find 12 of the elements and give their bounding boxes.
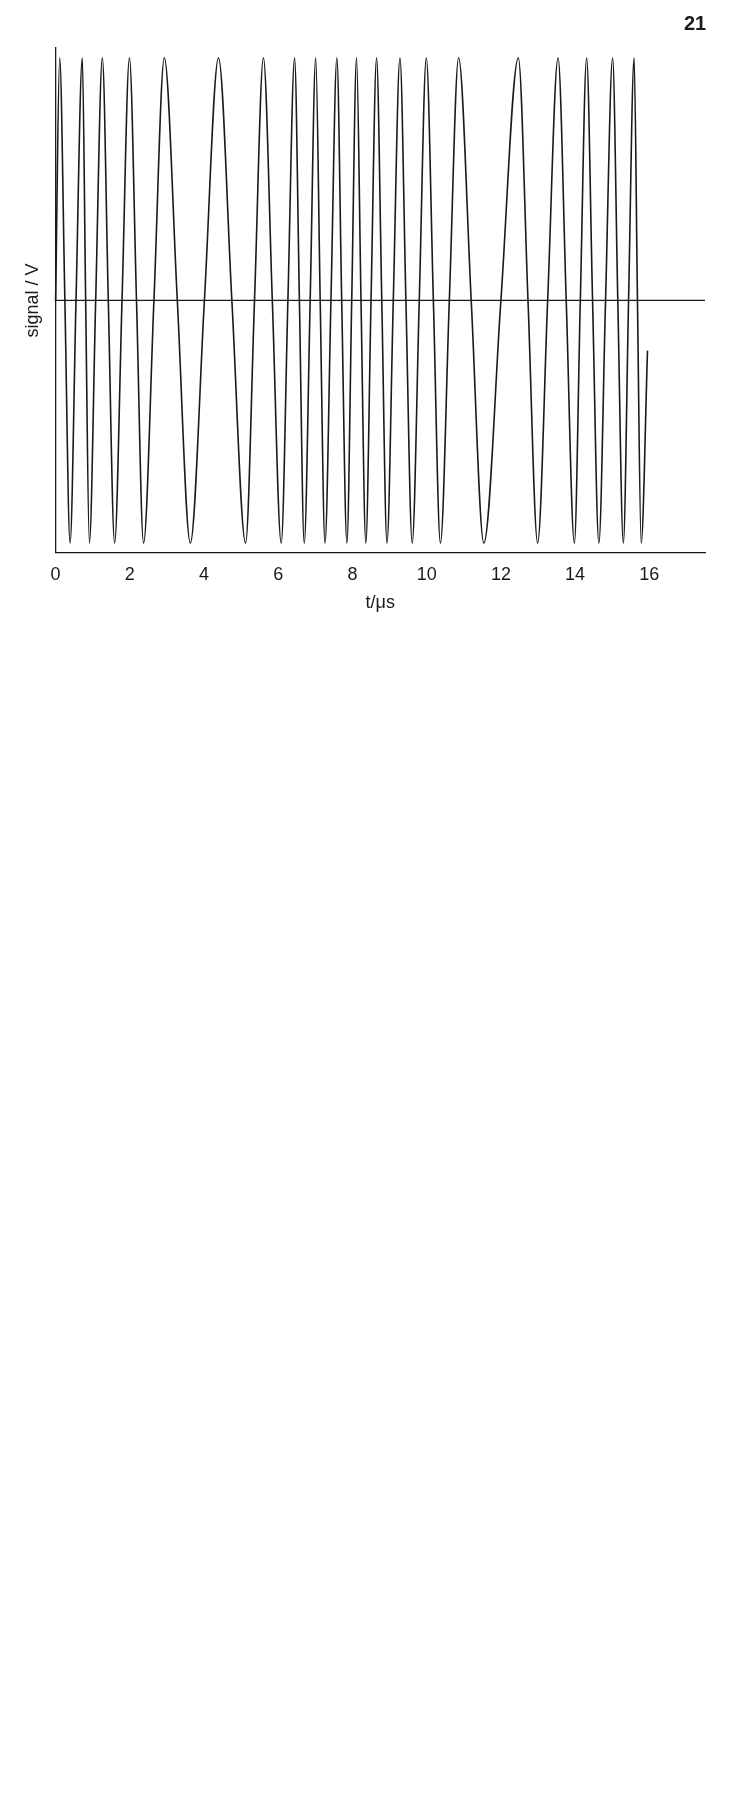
x-tick-label: 14 <box>565 563 586 584</box>
x-tick-label: 8 <box>347 563 358 584</box>
x-tick-label: 6 <box>273 563 284 584</box>
x-tick-label: 4 <box>199 563 210 584</box>
x-tick-label: 12 <box>490 563 511 584</box>
y-axis-title: signal / V <box>21 263 42 338</box>
x-tick-label: 10 <box>416 563 437 584</box>
x-tick-label: 2 <box>124 563 135 584</box>
x-tick-label: 0 <box>50 563 61 584</box>
x-tick-label: 16 <box>639 563 660 584</box>
text: 21 <box>683 11 707 34</box>
x-axis-title: t/μs <box>365 592 395 613</box>
